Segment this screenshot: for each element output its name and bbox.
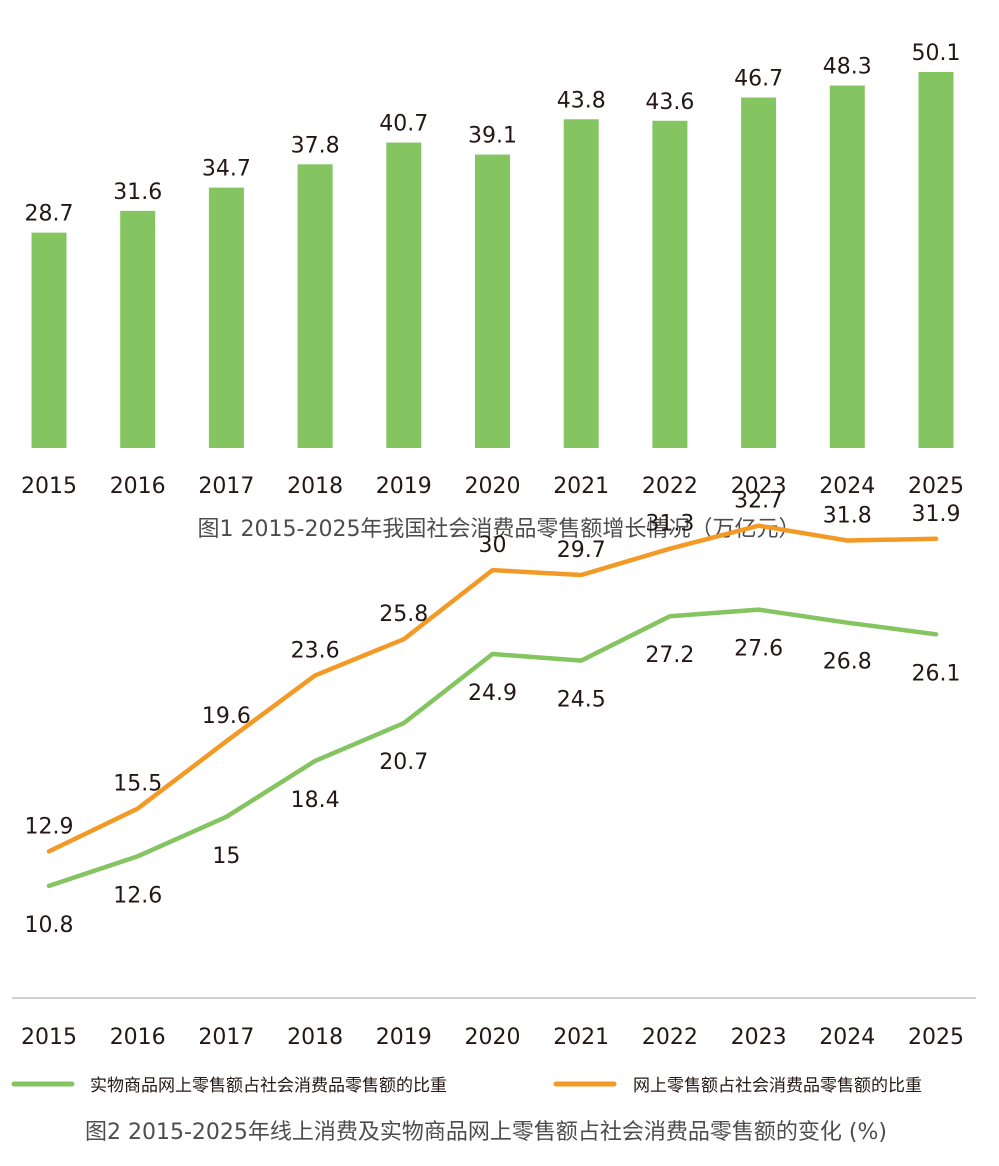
x-tick-label: 2018 — [287, 474, 343, 499]
x-tick-label: 2015 — [21, 1025, 77, 1050]
bar-value-label: 43.8 — [557, 88, 606, 113]
online-value-label: 29.7 — [557, 538, 606, 563]
online-value-label: 32.7 — [734, 489, 783, 514]
online-value-label: 19.6 — [202, 704, 251, 729]
bar-2024 — [829, 85, 865, 449]
bar-2023 — [741, 97, 777, 448]
physical-value-label: 15 — [212, 844, 240, 869]
line-chart-title: 图2 2015-2025年线上消费及实物商品网上零售额占社会消费品零售额的变化 … — [85, 1120, 887, 1145]
online-value-label: 31.9 — [912, 502, 961, 527]
physical-value-label: 12.6 — [113, 883, 162, 908]
legend-label-physical: 实物商品网上零售额占社会消费品零售额的比重 — [90, 1076, 447, 1096]
online-value-label: 15.5 — [113, 772, 162, 797]
x-tick-label: 2020 — [465, 1025, 521, 1050]
x-tick-label: 2023 — [731, 474, 787, 499]
online-value-label: 25.8 — [379, 602, 428, 627]
x-tick-label: 2020 — [465, 474, 521, 499]
online-value-label: 12.9 — [25, 814, 74, 839]
x-tick-label: 2024 — [819, 1025, 875, 1050]
x-tick-label: 2021 — [553, 1025, 609, 1050]
x-tick-label: 2024 — [819, 474, 875, 499]
bar-value-label: 43.6 — [645, 90, 694, 115]
bar-2025 — [918, 72, 954, 448]
bar-value-label: 48.3 — [823, 55, 872, 80]
x-tick-label: 2022 — [642, 474, 698, 499]
physical-value-label: 24.5 — [557, 688, 606, 713]
bar-value-label: 39.1 — [468, 124, 517, 149]
bar-value-label: 34.7 — [202, 157, 251, 182]
x-tick-label: 2022 — [642, 1025, 698, 1050]
legend-label-online: 网上零售额占社会消费品零售额的比重 — [633, 1076, 922, 1096]
bar-value-label: 31.6 — [113, 180, 162, 205]
x-tick-label: 2016 — [110, 1025, 166, 1050]
online-value-label: 31.8 — [823, 503, 872, 528]
x-tick-label: 2025 — [908, 474, 964, 499]
online-value-label: 31.3 — [645, 512, 694, 537]
x-tick-label: 2015 — [21, 474, 77, 499]
bar-2022 — [652, 120, 688, 448]
physical-value-label: 24.9 — [468, 681, 517, 706]
x-tick-label: 2018 — [287, 1025, 343, 1050]
physical-value-label: 10.8 — [25, 913, 74, 938]
physical-value-label: 26.1 — [912, 661, 961, 686]
bar-2018 — [297, 164, 333, 448]
x-tick-label: 2019 — [376, 1025, 432, 1050]
series-line-online — [46, 523, 939, 854]
x-tick-label: 2016 — [110, 474, 166, 499]
physical-value-label: 27.2 — [645, 643, 694, 668]
bar-chart-title: 图1 2015-2025年我国社会消费品零售额增长情况（万亿元） — [198, 517, 801, 542]
bar-value-label: 50.1 — [912, 41, 961, 66]
x-tick-label: 2023 — [731, 1025, 787, 1050]
online-value-label: 30 — [479, 533, 507, 558]
x-tick-label: 2017 — [198, 474, 254, 499]
bar-value-label: 46.7 — [734, 67, 783, 92]
physical-value-label: 20.7 — [379, 750, 428, 775]
line-chart: 10.8 12.6 15 18.4 20.7 24.9 24.5 27.2 27.6 26.8 26… — [11, 489, 976, 1145]
bar-value-label: 40.7 — [379, 112, 428, 137]
x-tick-label: 2019 — [376, 474, 432, 499]
series-line-physical — [46, 607, 939, 889]
x-tick-label: 2017 — [198, 1025, 254, 1050]
bar-2016 — [120, 210, 156, 448]
physical-value-label: 18.4 — [291, 788, 340, 813]
x-tick-label: 2021 — [553, 474, 609, 499]
bar-2015 — [31, 232, 67, 448]
bar-2021 — [563, 119, 599, 449]
online-value-label: 23.6 — [291, 638, 340, 663]
bar-2017 — [208, 187, 244, 448]
bar-value-label: 28.7 — [25, 202, 74, 227]
x-tick-label: 2025 — [908, 1025, 964, 1050]
bar-value-label: 37.8 — [291, 133, 340, 158]
bar-chart: 28.7 31.6 34.7 37.8 40.7 39.1 43.8 43.6 46.7 48.3… — [21, 41, 964, 542]
bar-2019 — [386, 142, 422, 448]
bar-2020 — [475, 154, 510, 449]
physical-value-label: 26.8 — [823, 650, 872, 675]
physical-value-label: 27.6 — [734, 637, 783, 662]
legend: 实物商品网上零售额占社会消费品零售额的比重 网上零售额占社会消费品零售额的比重 — [11, 1076, 922, 1096]
